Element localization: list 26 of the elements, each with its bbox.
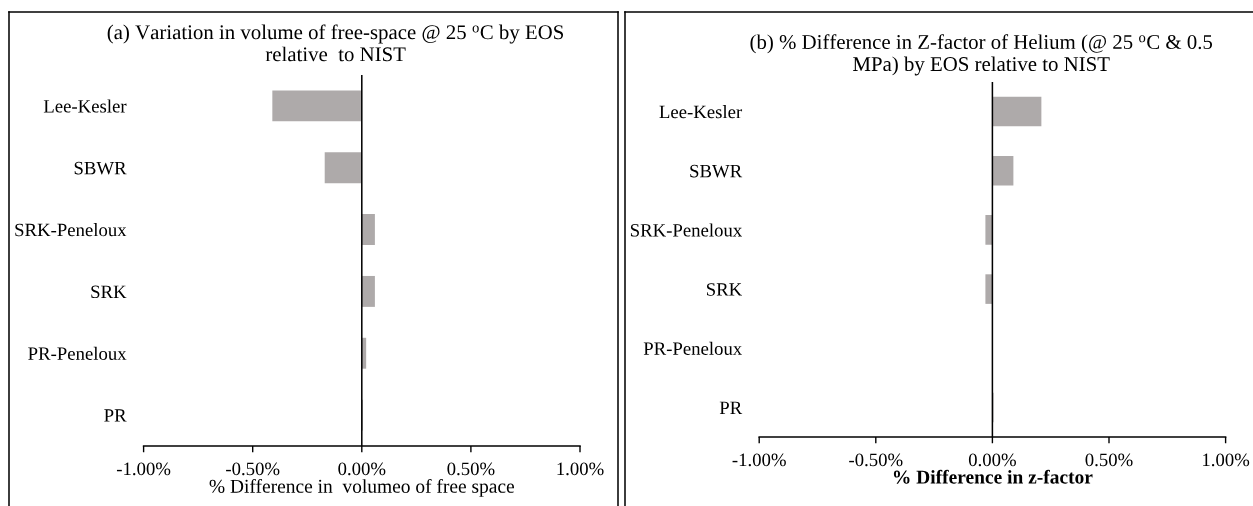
x-tick-label: -0.50% [226,462,280,476]
x-tick-label: 0.00% [338,462,386,476]
x-tick-label: -1.00% [116,462,171,476]
chart-title: (a) Variation in volume of free-space @ 25 $^{o}$C by EOS relative to NIST [107,24,564,62]
x-axis-title: % Difference in volumeo of free space [209,478,514,497]
x-tick-label: 1.00% [557,462,604,476]
y-tick-label: PR [719,401,743,414]
x-tick-label: -1.00% [732,453,786,467]
x-tick-label: 0.50% [1085,453,1133,467]
y-tick-label: PR-Peneloux [643,341,742,355]
y-tick-label: Lee-Kesler [43,99,127,113]
y-tick-label: SRK [91,285,127,299]
y-tick-label: SBWR [690,164,743,178]
chart-title: (b) % Difference in Z-factor of Helium (@ 25 $^{o}$C & 0.5 MPa) by EOS relative to NIST [750,34,1213,76]
y-tick-label: SRK [706,283,743,296]
y-tick-label: PR [104,409,127,422]
x-tick-label: 1.00% [1203,453,1250,467]
x-tick-label: 0.50% [447,462,495,476]
y-tick-label: SBWR [74,161,127,175]
x-tick-label: 0.00% [968,453,1016,467]
y-tick-label: Lee-Kesler [659,105,743,119]
x-axis-title: % Difference in z-factor [893,469,1093,484]
x-tick-label: -0.50% [849,453,903,467]
y-tick-label: SRK-Peneloux [15,223,127,237]
y-tick-label: PR-Peneloux [28,346,127,360]
y-tick-label: SRK-Peneloux [630,223,742,237]
